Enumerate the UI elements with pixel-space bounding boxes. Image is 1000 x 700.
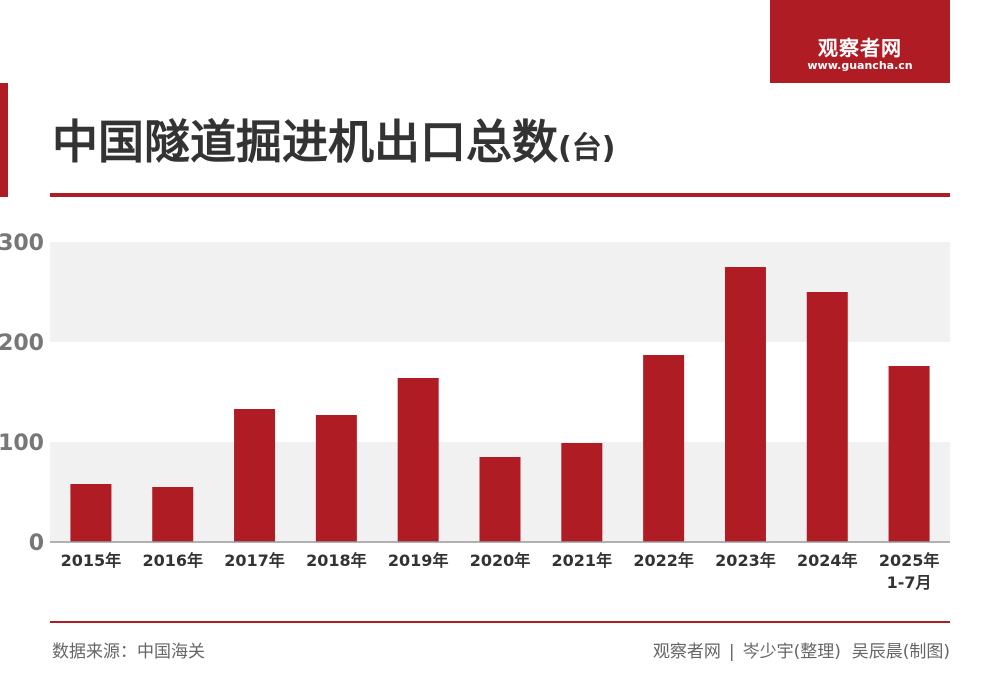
chart-title-main: 中国隧道掘进机出口总数 bbox=[52, 115, 558, 169]
brand-url: www.guancha.cn bbox=[807, 59, 913, 72]
credit-designer: 吴辰晨(制图) bbox=[851, 642, 950, 662]
x-tick-label: 2019年 bbox=[388, 551, 449, 570]
credit-editor: 岑少宇(整理) bbox=[742, 642, 841, 662]
x-tick-label: 2020年 bbox=[470, 551, 531, 570]
bar bbox=[888, 366, 930, 542]
chart-title-unit: (台) bbox=[558, 131, 616, 166]
brand-name: 观察者网 bbox=[818, 36, 902, 60]
x-tick-label: 2022年 bbox=[633, 551, 694, 570]
data-source: 数据来源：中国海关 bbox=[52, 642, 205, 662]
bar bbox=[397, 378, 439, 542]
grid-band bbox=[50, 242, 950, 342]
bar bbox=[724, 267, 766, 542]
bar bbox=[152, 487, 194, 542]
x-tick-label: 2016年 bbox=[142, 551, 203, 570]
left-accent-bar bbox=[0, 83, 8, 197]
bar bbox=[479, 457, 521, 542]
y-tick-label: 300 bbox=[0, 231, 44, 256]
credit-org: 观察者网 bbox=[652, 642, 721, 662]
bar bbox=[234, 409, 276, 542]
bar-chart: 0 100 200 300 2015年 2016年 2017年 2018年 2019年 2020年… bbox=[0, 231, 950, 592]
x-tick-label: 2015年 bbox=[61, 551, 122, 570]
y-tick-label: 0 bbox=[29, 531, 44, 556]
x-tick-label: 2024年 bbox=[797, 551, 858, 570]
footer-divider bbox=[50, 621, 950, 623]
bar bbox=[315, 415, 357, 542]
y-tick-label: 200 bbox=[0, 331, 44, 356]
x-tick-label: 2023年 bbox=[715, 551, 776, 570]
y-tick-label: 100 bbox=[0, 431, 44, 456]
x-tick-label: 2017年 bbox=[224, 551, 285, 570]
credits: 观察者网 | 岑少宇(整理) 吴辰晨(制图) bbox=[653, 637, 950, 662]
bar bbox=[70, 484, 112, 542]
chart-title: 中国隧道掘进机出口总数(台) bbox=[52, 112, 615, 179]
bar bbox=[643, 355, 685, 542]
credit-separator: | bbox=[728, 642, 735, 662]
x-tick-label: 2025年 1-7月 bbox=[879, 551, 940, 592]
bar bbox=[806, 292, 848, 542]
brand-logo-box: 观察者网 www.guancha.cn bbox=[770, 0, 950, 83]
x-tick-label: 2021年 bbox=[552, 551, 613, 570]
title-divider bbox=[50, 193, 950, 197]
x-tick-label: 2018年 bbox=[306, 551, 367, 570]
bar bbox=[561, 443, 603, 542]
